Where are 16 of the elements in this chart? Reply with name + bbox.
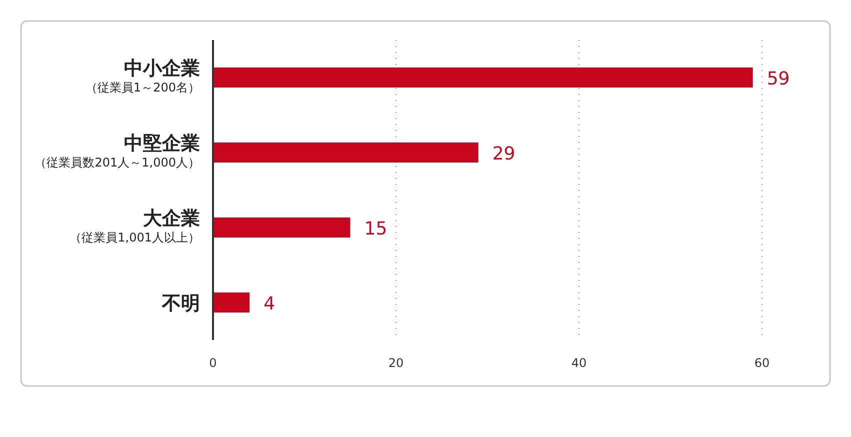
bar — [213, 292, 250, 312]
data-label: 4 — [264, 294, 276, 314]
bar — [213, 68, 753, 88]
x-tick-label: 0 — [209, 356, 217, 370]
y-tick-label: 中小企業（従業員1～200名） — [85, 58, 200, 94]
data-label: 29 — [492, 144, 516, 164]
bar — [213, 218, 350, 238]
data-label: 15 — [364, 218, 388, 240]
data-label: 59 — [766, 68, 790, 90]
x-tick-label: 40 — [571, 356, 587, 370]
bar — [213, 142, 478, 162]
x-tick-label: 20 — [388, 356, 404, 370]
y-tick-label: 不明 — [161, 292, 200, 314]
x-tick-label: 60 — [754, 356, 770, 370]
y-tick-label: 大企業（従業員1,001人以上） — [70, 208, 200, 244]
y-tick-label: 中堅企業（従業員数201人～1,000人） — [34, 132, 200, 170]
